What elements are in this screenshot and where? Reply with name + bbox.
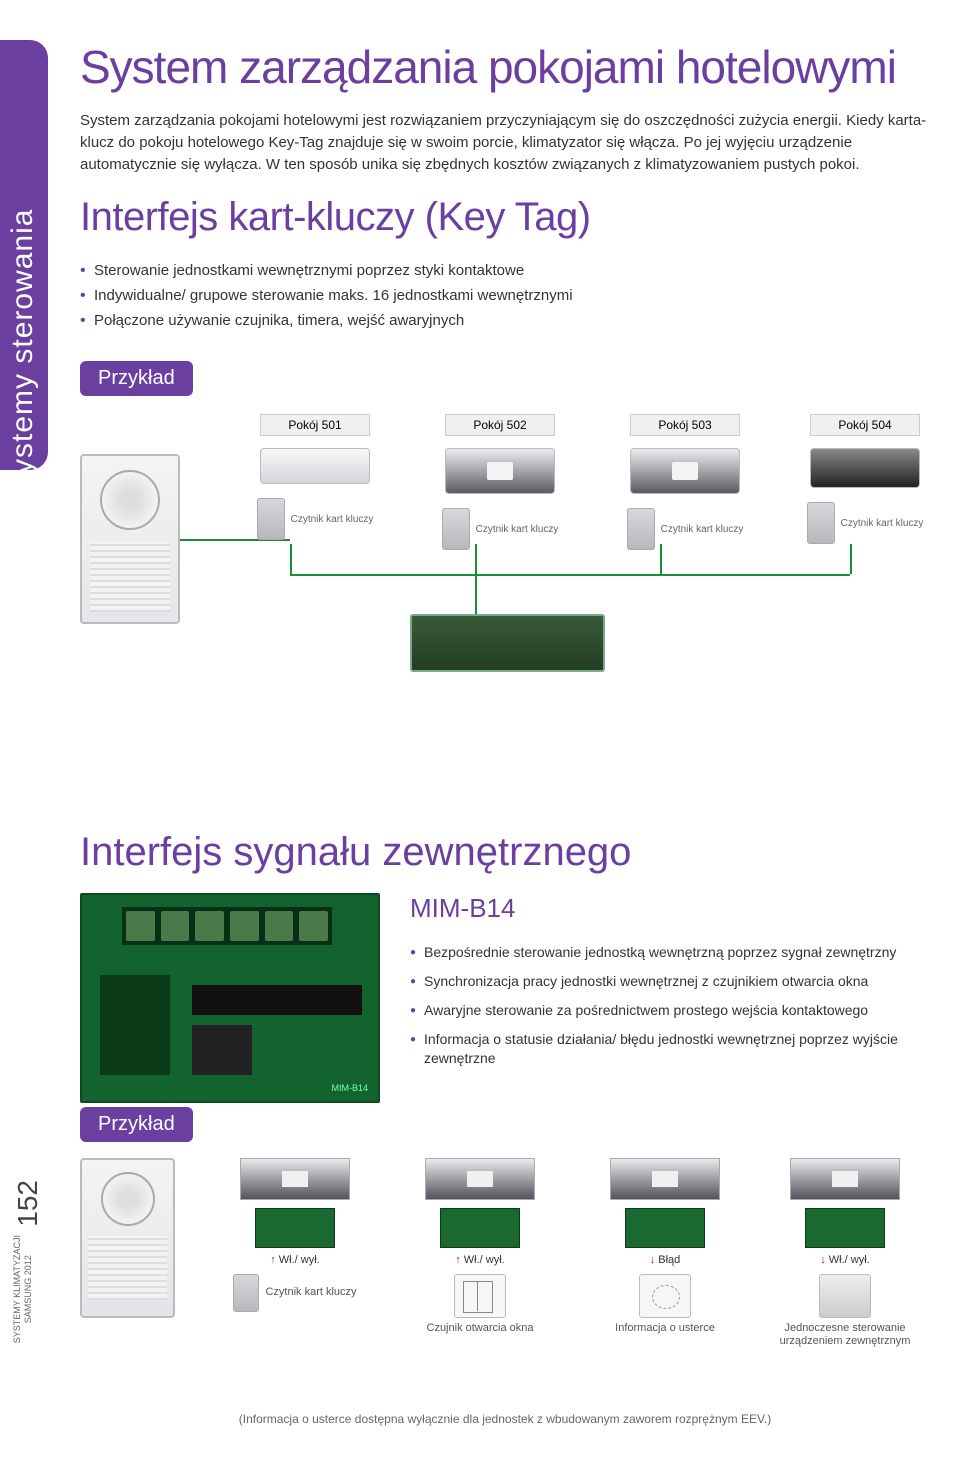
pcb-icon bbox=[625, 1208, 705, 1248]
example-badge: Przykład bbox=[80, 361, 193, 396]
duct-unit-icon bbox=[810, 448, 920, 488]
section-hotel-system: System zarządzania pokojami hotelowymi S… bbox=[80, 40, 930, 734]
spine-text: SYSTEMY KLIMATYZACJISAMSUNG 2012 bbox=[12, 1235, 34, 1343]
caption: Czytnik kart kluczy bbox=[265, 1286, 356, 1299]
cassette-unit-icon bbox=[630, 448, 740, 494]
mim-bullets: Bezpośrednie sterowanie jednostką wewnęt… bbox=[410, 938, 930, 1072]
diagram-column: ↓ Błąd Informacja o usterce bbox=[580, 1158, 750, 1335]
cassette-unit-icon bbox=[790, 1158, 900, 1200]
cassette-unit-icon bbox=[425, 1158, 535, 1200]
wall-unit-icon bbox=[260, 448, 370, 484]
keytag-bullets: Sterowanie jednostkami wewnętrznymi popr… bbox=[80, 258, 930, 333]
cassette-unit-icon bbox=[610, 1158, 720, 1200]
key-reader-icon: Czytnik kart kluczy bbox=[440, 508, 560, 550]
caption: Jednoczesne sterowanie urządzeniem zewnę… bbox=[760, 1322, 930, 1348]
diagram-column: ↑ Wł./ wył. Czujnik otwarcia okna bbox=[395, 1158, 565, 1335]
keytag-subtitle: Interfejs kart-kluczy (Key Tag) bbox=[80, 195, 930, 240]
mim-bullet: Synchronizacja pracy jednostki wewnętrzn… bbox=[410, 967, 930, 996]
room-label: Pokój 502 bbox=[445, 414, 555, 436]
page-title: System zarządzania pokojami hotelowymi bbox=[80, 40, 930, 94]
diagram-column: ↓ Wł./ wył. Jednoczesne sterowanie urząd… bbox=[760, 1158, 930, 1348]
key-reader-icon: Czytnik kart kluczy bbox=[625, 508, 745, 550]
fault-info-icon bbox=[639, 1274, 691, 1318]
sidebar-label: Systemy sterowania bbox=[6, 95, 42, 495]
pcb-icon bbox=[255, 1208, 335, 1248]
room-label: Pokój 503 bbox=[630, 414, 740, 436]
model-name: MIM-B14 bbox=[410, 893, 930, 924]
room-column: Pokój 504 Czytnik kart kluczy bbox=[780, 414, 950, 544]
intro-paragraph: System zarządzania pokojami hotelowymi j… bbox=[80, 110, 930, 175]
section-external-signal: Interfejs sygnału zewnętrznego MIM-B14 P… bbox=[80, 830, 930, 1426]
footnote: (Informacja o usterce dostępna wyłącznie… bbox=[80, 1412, 930, 1426]
example-badge-2: Przykład bbox=[80, 1107, 193, 1142]
wire bbox=[290, 544, 292, 574]
wire bbox=[850, 544, 852, 574]
diagram-external: ↑ Wł./ wył. Czytnik kart kluczy ↑ Wł./ w… bbox=[80, 1158, 930, 1398]
external-title: Interfejs sygnału zewnętrznego bbox=[80, 830, 930, 875]
room-label: Pokój 501 bbox=[260, 414, 370, 436]
key-reader-icon: Czytnik kart kluczy bbox=[210, 1274, 380, 1312]
controller-pcb-icon bbox=[410, 614, 605, 672]
sidebar-tab: Systemy sterowania bbox=[0, 40, 48, 470]
room-column: Pokój 503 Czytnik kart kluczy bbox=[600, 414, 770, 550]
wire bbox=[290, 574, 850, 576]
page-spine: 152 SYSTEMY KLIMATYZACJISAMSUNG 2012 bbox=[12, 1180, 52, 1343]
caption: Czujnik otwarcia okna bbox=[395, 1322, 565, 1335]
keytag-bullet: Połączone używanie czujnika, timera, wej… bbox=[80, 308, 930, 333]
key-reader-icon: Czytnik kart kluczy bbox=[255, 498, 375, 540]
room-column: Pokój 501 Czytnik kart kluczy bbox=[230, 414, 400, 540]
pcb-icon bbox=[440, 1208, 520, 1248]
diagram-keytag: Pokój 501 Czytnik kart kluczy Pokój 502 … bbox=[80, 414, 930, 694]
pcb-photo: MIM-B14 bbox=[80, 893, 380, 1103]
page-number: 152 bbox=[12, 1180, 44, 1227]
key-reader-icon: Czytnik kart kluczy bbox=[805, 502, 925, 544]
wire bbox=[475, 544, 477, 614]
window-sensor-icon bbox=[454, 1274, 506, 1318]
outdoor-unit-icon bbox=[80, 454, 180, 624]
diagram-column: ↑ Wł./ wył. Czytnik kart kluczy bbox=[210, 1158, 380, 1312]
room-column: Pokój 502 Czytnik kart kluczy bbox=[415, 414, 585, 550]
mim-bullet: Informacja o statusie działania/ błędu j… bbox=[410, 1025, 930, 1073]
mim-bullet: Awaryjne sterowanie za pośrednictwem pro… bbox=[410, 996, 930, 1025]
outdoor-unit-icon bbox=[80, 1158, 175, 1318]
cassette-unit-icon bbox=[240, 1158, 350, 1200]
caption: Informacja o usterce bbox=[580, 1322, 750, 1335]
room-label: Pokój 504 bbox=[810, 414, 920, 436]
keytag-bullet: Sterowanie jednostkami wewnętrznymi popr… bbox=[80, 258, 930, 283]
mim-bullet: Bezpośrednie sterowanie jednostką wewnęt… bbox=[410, 938, 930, 967]
keytag-bullet: Indywidualne/ grupowe sterowanie maks. 1… bbox=[80, 283, 930, 308]
pcb-icon bbox=[805, 1208, 885, 1248]
external-device-icon bbox=[819, 1274, 871, 1318]
cassette-unit-icon bbox=[445, 448, 555, 494]
